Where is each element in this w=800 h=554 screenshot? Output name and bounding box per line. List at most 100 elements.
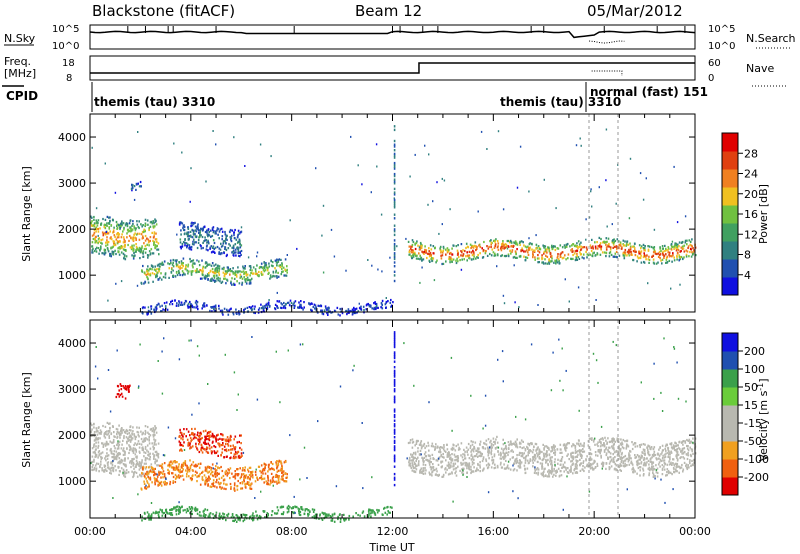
heatmap-cell: [156, 454, 158, 457]
heatmap-cell: [284, 480, 286, 483]
heatmap-cell: [115, 455, 118, 459]
heatmap-cell: [605, 467, 607, 470]
heatmap-cell: [172, 460, 175, 463]
heatmap-cell: [117, 385, 120, 388]
heatmap-cell: [122, 248, 125, 251]
heatmap-cell: [503, 254, 506, 258]
heatmap-cell: [104, 469, 106, 472]
heatmap-cell: [315, 308, 318, 311]
heatmap-cell: [147, 475, 149, 479]
heatmap-cell: [131, 189, 133, 192]
heatmap-cell: [204, 479, 207, 482]
heatmap-cell: [278, 481, 281, 484]
heatmap-cell: [473, 251, 475, 254]
heatmap-cell: [235, 275, 238, 278]
heatmap-cell: [260, 476, 263, 479]
heatmap-cell: [534, 442, 537, 445]
heatmap-cell: [419, 441, 422, 444]
heatmap-cell: [94, 238, 96, 241]
heatmap-cell: [132, 223, 134, 226]
heatmap-cell: [580, 241, 582, 244]
heatmap-cell: [624, 248, 627, 252]
heatmap-cell: [605, 246, 608, 249]
heatmap-cell: [606, 441, 608, 444]
heatmap-cell: [96, 224, 99, 227]
heatmap-cell: [154, 483, 156, 486]
heatmap-cell: [654, 252, 657, 255]
heatmap-cell: [497, 466, 499, 469]
heatmap-cell: [683, 457, 686, 460]
colorbar-segment: [722, 187, 738, 206]
heatmap-cell: [181, 151, 183, 154]
heatmap-cell: [93, 423, 95, 426]
heatmap-cell: [591, 255, 594, 258]
heatmap-cell: [261, 478, 263, 481]
heatmap-cell: [653, 446, 656, 449]
heatmap-cell: [153, 454, 155, 457]
heatmap-cell: [473, 458, 475, 461]
heatmap-cell: [542, 244, 544, 247]
heatmap-cell: [393, 244, 396, 248]
heatmap-cell: [154, 225, 156, 228]
heatmap-cell: [474, 441, 477, 444]
heatmap-cell: [575, 451, 578, 454]
heatmap-cell: [460, 463, 463, 466]
heatmap-cell: [371, 264, 373, 267]
heatmap-cell: [127, 390, 130, 393]
heatmap-cell: [284, 274, 287, 277]
heatmap-cell: [234, 273, 237, 276]
colorbar-segment: [722, 133, 738, 152]
heatmap-cell: [142, 472, 144, 475]
heatmap-cell: [224, 233, 227, 236]
heatmap-cell: [197, 223, 199, 226]
heatmap-cell: [352, 309, 355, 312]
heatmap-cell: [647, 282, 649, 285]
heatmap-cell: [218, 265, 221, 268]
heatmap-cell: [507, 253, 510, 256]
heatmap-cell: [475, 469, 478, 472]
heatmap-cell: [104, 425, 107, 428]
heatmap-cell: [485, 250, 487, 253]
heatmap-cell: [284, 307, 287, 310]
heatmap-cell: [191, 427, 193, 431]
heatmap-cell: [429, 253, 431, 256]
heatmap-cell: [214, 468, 216, 471]
heatmap-cell: [214, 304, 217, 307]
heatmap-cell: [222, 268, 225, 271]
heatmap-cell: [497, 130, 500, 133]
heatmap-cell: [158, 303, 160, 306]
heatmap-cell: [147, 241, 150, 244]
heatmap-cell: [445, 253, 447, 256]
heatmap-cell: [136, 442, 139, 445]
heatmap-cell: [142, 312, 144, 315]
heatmap-cell: [205, 261, 208, 264]
heatmap-cell: [286, 268, 288, 271]
heatmap-cell: [280, 258, 282, 261]
heatmap-cell: [281, 270, 283, 273]
heatmap-cell: [594, 451, 597, 454]
heatmap-cell: [419, 449, 422, 452]
heatmap-cell: [358, 302, 360, 305]
heatmap-cell: [201, 471, 203, 474]
heatmap-cell: [236, 280, 238, 283]
heatmap-cell: [235, 251, 237, 254]
heatmap-cell: [430, 468, 432, 471]
heatmap-cell: [390, 305, 392, 308]
heatmap-cell: [187, 231, 190, 234]
heatmap-cell: [624, 240, 626, 243]
heatmap-cell: [141, 440, 144, 443]
heatmap-cell: [415, 254, 417, 257]
heatmap-cell: [678, 465, 681, 468]
heatmap-cell: [108, 222, 111, 225]
heatmap-cell: [374, 302, 377, 306]
heatmap-cell: [191, 270, 194, 273]
heatmap-cell: [659, 465, 661, 468]
heatmap-cell: [662, 449, 664, 452]
heatmap-cell: [586, 464, 588, 468]
heatmap-cell: [97, 234, 99, 237]
heatmap-cell: [347, 311, 349, 314]
heatmap-cell: [110, 472, 112, 475]
heatmap-cell: [679, 283, 681, 286]
heatmap-cell: [164, 305, 167, 308]
heatmap-cell: [673, 165, 675, 168]
